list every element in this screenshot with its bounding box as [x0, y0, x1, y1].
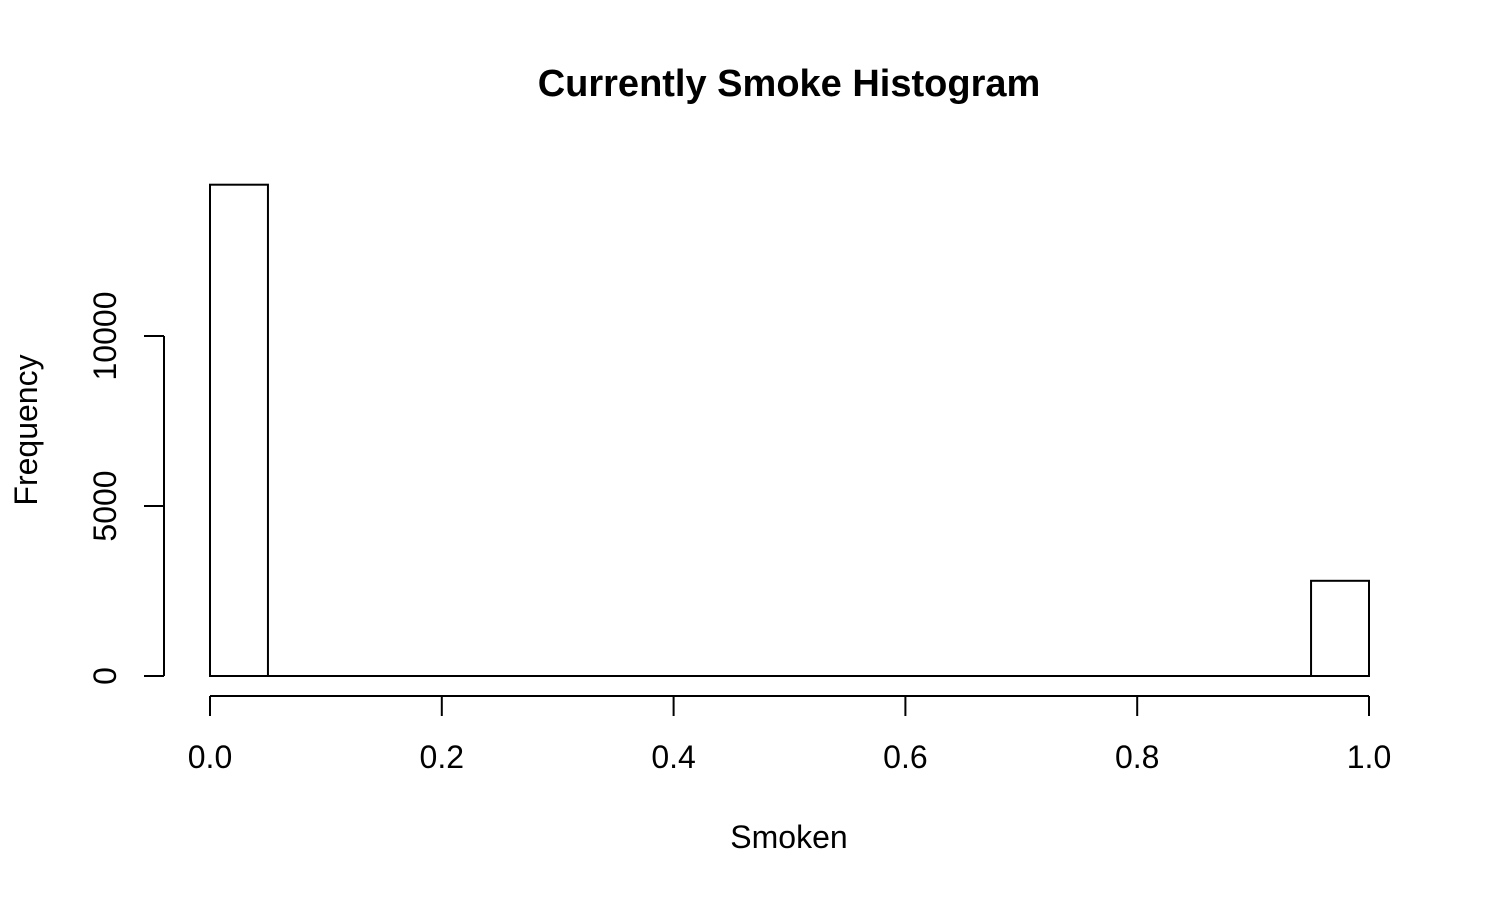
chart-title: Currently Smoke Histogram	[538, 63, 1041, 105]
y-axis-label: Frequency	[8, 354, 44, 505]
histogram-bar	[1310, 579, 1371, 677]
y-tick-label: 5000	[87, 470, 123, 541]
x-axis-label: Smoken	[730, 819, 847, 855]
y-axis: 0 5000 10000	[87, 292, 165, 685]
x-tick-label: 0.8	[1115, 739, 1159, 775]
y-tick-label: 10000	[87, 292, 123, 381]
histogram-bar	[209, 183, 269, 677]
x-tick-label: 0.4	[651, 739, 695, 775]
y-tick-label: 0	[87, 667, 123, 685]
x-tick-label: 1.0	[1347, 739, 1391, 775]
x-tick-label: 0.6	[883, 739, 927, 775]
x-tick-label: 0.2	[420, 739, 464, 775]
bars-group	[209, 183, 1371, 677]
x-axis: 0.0 0.2 0.4 0.6 0.8 1.0	[188, 695, 1391, 775]
x-tick-label: 0.0	[188, 739, 232, 775]
